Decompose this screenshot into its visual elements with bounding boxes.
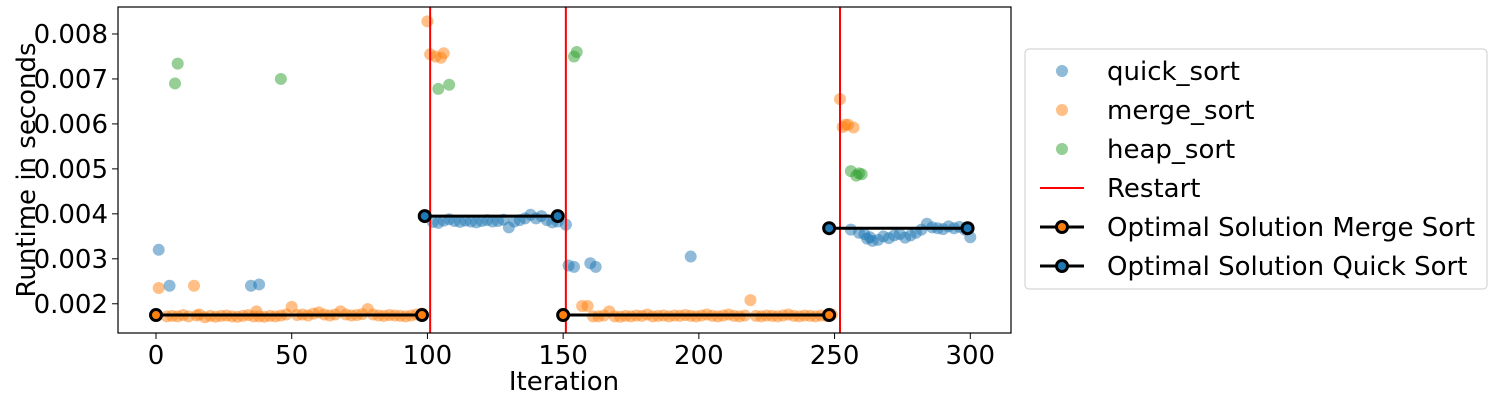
y-axis-ticks: 0.002 0.003 0.004 0.005 0.006 0.007 0.008: [34, 20, 118, 320]
optimal-endpoint-marker: [550, 209, 565, 224]
legend-label: quick_sort: [1107, 57, 1240, 87]
heap-sort-point: [171, 57, 184, 70]
restart-lines: [429, 7, 841, 333]
x-tick-label: 200: [674, 341, 724, 371]
y-tick-label: 0.008: [34, 20, 108, 50]
legend-marker: [1056, 65, 1068, 77]
legend-label: Restart: [1107, 174, 1200, 204]
heap-sort-point: [443, 78, 456, 91]
quick-sort-point: [568, 260, 580, 273]
y-tick-label: 0.006: [34, 110, 108, 140]
heap-sort-point: [169, 77, 181, 90]
legend-marker: [1055, 220, 1069, 234]
heap-sort-point: [274, 72, 287, 85]
heap-sort-point: [570, 45, 583, 58]
quick-sort-point: [253, 278, 266, 291]
heap-sort-point: [432, 82, 445, 95]
plot-frame: [117, 6, 1012, 334]
legend-label: merge_sort: [1107, 96, 1254, 126]
quick-sort-point: [589, 260, 602, 273]
scatter-points: [152, 15, 977, 324]
x-axis-ticks: 0 50 100 150 200 250 300: [148, 333, 995, 371]
x-tick-label: 50: [275, 341, 308, 371]
x-tick-label: 150: [538, 341, 588, 371]
quick-sort-point: [152, 243, 165, 256]
legend-label: Optimal Solution Merge Sort: [1107, 213, 1475, 243]
quick-sort-point: [863, 231, 876, 244]
optimal-endpoint-marker: [960, 221, 975, 236]
optimal-endpoint-marker: [149, 308, 163, 323]
optimal-endpoint-marker: [417, 209, 432, 224]
merge-sort-point: [581, 300, 594, 313]
optimal-endpoint-marker: [556, 308, 571, 323]
x-tick-label: 250: [810, 341, 860, 371]
merge-sort-point: [847, 121, 860, 134]
y-tick-label: 0.003: [34, 245, 108, 275]
y-tick-label: 0.007: [34, 65, 108, 95]
quick-sort-point: [684, 250, 697, 263]
x-tick-label: 100: [403, 341, 453, 371]
legend-label: Optimal Solution Quick Sort: [1107, 252, 1467, 282]
legend-label: heap_sort: [1107, 135, 1235, 165]
legend-items: quick_sort merge_sort heap_sort Restart Opti…: [1040, 57, 1475, 282]
merge-sort-point: [152, 282, 165, 295]
legend-marker: [1056, 143, 1068, 155]
legend-frame: [1024, 48, 1488, 290]
quick-sort-point: [163, 279, 176, 292]
y-tick-label: 0.004: [34, 200, 108, 230]
y-axis-label: Runtime in seconds: [12, 42, 42, 297]
y-tick-label: 0.002: [34, 290, 108, 320]
optimal-endpoint-marker: [822, 221, 837, 236]
y-tick-label: 0.005: [34, 155, 108, 185]
optimal-endpoint-marker: [822, 308, 837, 323]
legend-marker: [1055, 259, 1069, 273]
optimal-solution-lines: [149, 209, 975, 323]
merge-sort-point: [421, 15, 434, 28]
x-tick-label: 0: [148, 341, 165, 371]
heap-sort-point: [855, 168, 868, 181]
plot-area: [149, 7, 977, 333]
legend: quick_sort merge_sort heap_sort Restart Opti…: [1024, 48, 1488, 290]
merge-sort-point: [744, 294, 757, 307]
optimal-endpoint-marker: [415, 308, 429, 323]
x-axis-label: Iteration: [509, 367, 619, 397]
merge-sort-point: [437, 47, 450, 60]
x-tick-label: 300: [945, 341, 995, 371]
legend-marker: [1056, 104, 1068, 116]
merge-sort-point: [188, 279, 200, 292]
